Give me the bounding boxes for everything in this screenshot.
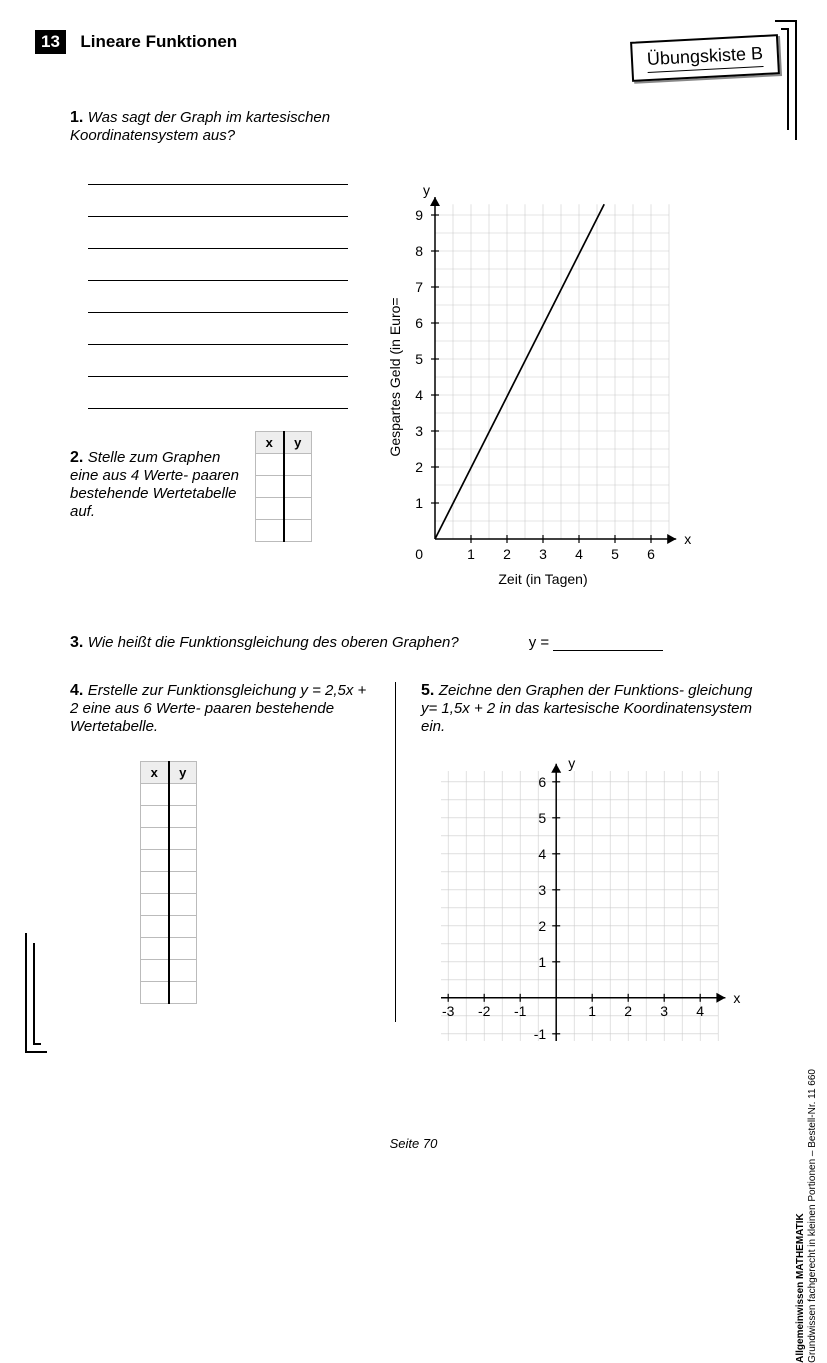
q3-answer: y =	[529, 634, 664, 651]
q1-number: 1.	[70, 109, 83, 126]
svg-text:0: 0	[415, 546, 423, 562]
answer-line[interactable]	[88, 323, 348, 345]
svg-text:3: 3	[415, 423, 423, 439]
svg-text:x: x	[733, 990, 740, 1006]
corner-decoration-tr	[775, 20, 797, 140]
svg-text:x: x	[684, 531, 691, 547]
q1-text: Was sagt der Graph im kartesischen Koord…	[70, 109, 330, 144]
answer-line[interactable]	[88, 163, 348, 185]
svg-text:6: 6	[647, 546, 655, 562]
publisher-sidetext: Allgemeinwissen MATHEMATIK Grundwissen f…	[795, 1069, 819, 1363]
svg-text:1: 1	[538, 954, 546, 970]
answer-line[interactable]	[88, 291, 348, 313]
exercise-box-badge: Übungskiste B	[630, 34, 780, 82]
q2-value-table: xy	[255, 431, 312, 542]
svg-text:5: 5	[611, 546, 619, 562]
sidetext-line1: Allgemeinwissen MATHEMATIK	[795, 1213, 806, 1363]
column-divider	[395, 682, 396, 1022]
svg-text:7: 7	[415, 279, 423, 295]
q2-number: 2.	[70, 449, 83, 466]
svg-text:5: 5	[415, 351, 423, 367]
svg-text:2: 2	[415, 459, 423, 475]
q3-number: 3.	[70, 634, 83, 651]
svg-text:4: 4	[415, 387, 423, 403]
q4-value-table: xy	[140, 761, 197, 1004]
answer-line[interactable]	[88, 227, 348, 249]
svg-text:-1: -1	[534, 1026, 547, 1042]
svg-text:-2: -2	[478, 1003, 491, 1019]
answer-line[interactable]	[88, 387, 348, 409]
svg-text:6: 6	[415, 315, 423, 331]
svg-text:5: 5	[538, 810, 546, 826]
chart1-coordinate-system: 1 2 3 4 5 6 1 2 3 4 5 6 7 8 9 0 x y Zeit (in Tagen) Gespart…	[380, 109, 760, 599]
svg-text:-1: -1	[514, 1003, 527, 1019]
svg-text:1: 1	[467, 546, 475, 562]
svg-text:3: 3	[538, 882, 546, 898]
q4-text: Erstelle zur Funktionsgleichung y = 2,5x…	[70, 682, 366, 735]
answer-line[interactable]	[88, 195, 348, 217]
svg-text:y: y	[568, 755, 575, 771]
chapter-title: Lineare Funktionen	[80, 32, 237, 52]
svg-text:4: 4	[538, 846, 546, 862]
svg-text:Gespartes Geld (in Euro=: Gespartes Geld (in Euro=	[387, 297, 403, 456]
svg-text:8: 8	[415, 243, 423, 259]
svg-text:2: 2	[624, 1003, 632, 1019]
svg-text:3: 3	[660, 1003, 668, 1019]
corner-decoration-bl	[25, 933, 47, 1053]
chart2-coordinate-system: -3 -2 -1 1 2 3 4 -1 1 2 3 4 5 6 x y	[421, 751, 772, 1061]
svg-text:2: 2	[503, 546, 511, 562]
svg-text:2: 2	[538, 918, 546, 934]
svg-text:-3: -3	[442, 1003, 455, 1019]
q3-text: Wie heißt die Funktionsgleichung des obe…	[88, 634, 459, 651]
q3-prefix: y =	[529, 634, 549, 651]
sidetext-line2: Grundwissen fachgerecht in kleinen Porti…	[807, 1069, 818, 1363]
svg-text:1: 1	[588, 1003, 596, 1019]
svg-text:3: 3	[539, 546, 547, 562]
q5-text: Zeichne den Graphen der Funktions- gleic…	[421, 682, 752, 735]
svg-text:9: 9	[415, 207, 423, 223]
q5-number: 5.	[421, 682, 434, 699]
q2-text: Stelle zum Graphen eine aus 4 Werte- paa…	[70, 449, 239, 520]
answer-line[interactable]	[88, 355, 348, 377]
svg-text:6: 6	[538, 774, 546, 790]
svg-text:1: 1	[415, 495, 423, 511]
svg-text:y: y	[423, 182, 430, 198]
svg-text:Zeit (in Tagen): Zeit (in Tagen)	[498, 571, 587, 587]
svg-text:4: 4	[696, 1003, 704, 1019]
q1-answer-lines	[88, 163, 360, 409]
page-footer: Seite 70	[0, 1136, 827, 1151]
q3-blank-line[interactable]	[553, 650, 663, 651]
q4-number: 4.	[70, 682, 83, 699]
badge-label: Übungskiste B	[646, 43, 763, 73]
answer-line[interactable]	[88, 259, 348, 281]
chapter-number: 13	[35, 30, 66, 54]
svg-text:4: 4	[575, 546, 583, 562]
